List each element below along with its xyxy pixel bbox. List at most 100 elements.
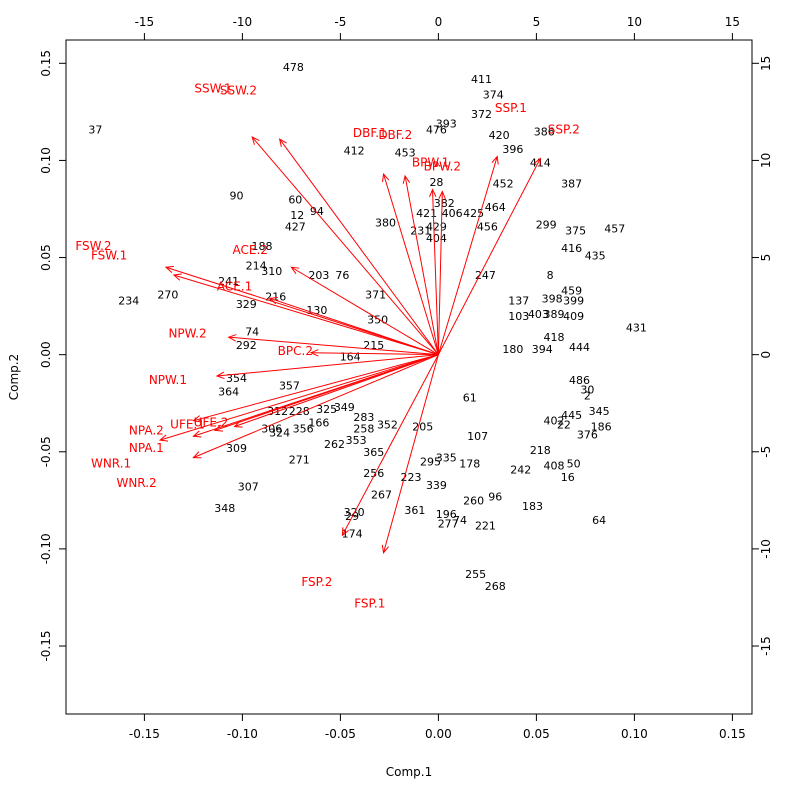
observation-label: 242 <box>510 463 531 476</box>
observation-label: 260 <box>463 494 484 507</box>
observation-label: 418 <box>544 331 565 344</box>
observation-label: 166 <box>308 417 329 430</box>
loading-label: SSW.1 <box>194 82 231 96</box>
observation-label: 453 <box>395 147 416 160</box>
observation-label: 228 <box>289 405 310 418</box>
loading-label: BPW.2 <box>424 159 461 173</box>
observation-label: 350 <box>367 314 388 327</box>
loading-arrow <box>402 174 439 355</box>
observation-label: 277 <box>438 518 459 531</box>
loading-arrow <box>251 136 439 355</box>
loading-label: WNR.1 <box>91 456 131 470</box>
observation-label: 22 <box>557 419 571 432</box>
observation-label: 12 <box>290 209 304 222</box>
observation-label: 196 <box>436 508 457 521</box>
observation-label: 214 <box>246 259 267 272</box>
observation-label: 389 <box>544 308 565 321</box>
observation-label: 174 <box>342 527 363 540</box>
top-tick-label: -5 <box>334 15 346 29</box>
observation-label: 16 <box>561 471 575 484</box>
loading-label: DBF.1 <box>353 126 387 140</box>
loading-arrows <box>158 136 541 554</box>
observation-label: 325 <box>316 403 337 416</box>
observation-label: 372 <box>471 108 492 121</box>
observation-label: 247 <box>475 269 496 282</box>
observation-label: 374 <box>483 88 504 101</box>
observation-label: 90 <box>230 189 244 202</box>
observation-label: 476 <box>426 123 447 136</box>
loading-label: WNR.2 <box>116 476 156 490</box>
observation-label: 365 <box>363 446 384 459</box>
observation-label: 339 <box>426 479 447 492</box>
observation-label: 348 <box>214 502 235 515</box>
observation-label: 255 <box>465 568 486 581</box>
observation-label: 76 <box>335 269 349 282</box>
observation-label: 402 <box>544 415 565 428</box>
loading-arrow <box>192 354 439 423</box>
observation-label: 309 <box>226 442 247 455</box>
observation-label: 394 <box>532 343 553 356</box>
loading-arrow <box>227 334 439 356</box>
observation-label: 375 <box>565 224 586 237</box>
x-tick-label: -0.10 <box>227 727 258 741</box>
observation-label: 307 <box>238 481 259 494</box>
observation-label: 130 <box>306 304 327 317</box>
y-tick-label: 0.10 <box>39 147 53 174</box>
observation-label: 203 <box>308 269 329 282</box>
observation-label: 427 <box>285 220 306 233</box>
right-tick-label: 0 <box>759 351 773 359</box>
y-tick-label: -0.10 <box>39 533 53 564</box>
observation-label: 456 <box>477 220 498 233</box>
observation-label: 457 <box>604 222 625 235</box>
observation-label: 283 <box>353 411 374 424</box>
y-axis-title: Comp.2 <box>7 354 21 400</box>
y-tick-label: -0.15 <box>39 630 53 661</box>
y-tick-label: 0.05 <box>39 244 53 271</box>
x-axis-top: -15 -10 -5 0 5 10 15 <box>135 15 740 40</box>
right-tick-label: -15 <box>759 636 773 656</box>
observation-label: 61 <box>463 391 477 404</box>
loading-arrow <box>429 188 439 355</box>
observation-label: 371 <box>365 288 386 301</box>
loading-label: UFE.1 <box>170 418 205 432</box>
x-tick-label: 0.15 <box>719 727 746 741</box>
observation-label: 382 <box>434 197 455 210</box>
top-tick-label: -10 <box>233 15 253 29</box>
observation-label: 292 <box>236 339 257 352</box>
observation-label: 399 <box>563 294 584 307</box>
observation-label: 74 <box>245 325 259 338</box>
loading-arrow <box>215 354 439 380</box>
observation-label: 387 <box>561 178 582 191</box>
loading-arrow <box>437 190 446 355</box>
x-axis-title: Comp.1 <box>386 765 432 779</box>
observation-label: 396 <box>502 143 523 156</box>
observation-label: 486 <box>569 374 590 387</box>
observation-label: 256 <box>363 467 384 480</box>
y-tick-label: 0.15 <box>39 50 53 77</box>
observation-label: 445 <box>561 409 582 422</box>
observation-label: 96 <box>488 490 502 503</box>
observation-label: 205 <box>412 421 433 434</box>
observation-label: 352 <box>377 419 398 432</box>
observation-label: 268 <box>485 580 506 593</box>
loading-label: NPW.2 <box>168 326 206 340</box>
observation-label: 299 <box>536 219 557 232</box>
loading-arrow <box>382 172 439 355</box>
observation-label: 376 <box>577 428 598 441</box>
top-tick-label: 15 <box>725 15 740 29</box>
observation-label: 386 <box>534 125 555 138</box>
observation-label: 178 <box>459 457 480 470</box>
observation-label: 421 <box>416 207 437 220</box>
observation-label: 393 <box>436 118 457 131</box>
observation-label: 409 <box>563 310 584 323</box>
observation-label: 188 <box>252 240 273 253</box>
loading-arrow <box>437 157 541 355</box>
observation-label: 262 <box>324 438 345 451</box>
observation-label: 354 <box>226 372 247 385</box>
loading-arrow <box>381 354 439 554</box>
observation-label: 435 <box>585 250 606 263</box>
observation-label: 444 <box>569 341 590 354</box>
observation-label: 356 <box>293 422 314 435</box>
